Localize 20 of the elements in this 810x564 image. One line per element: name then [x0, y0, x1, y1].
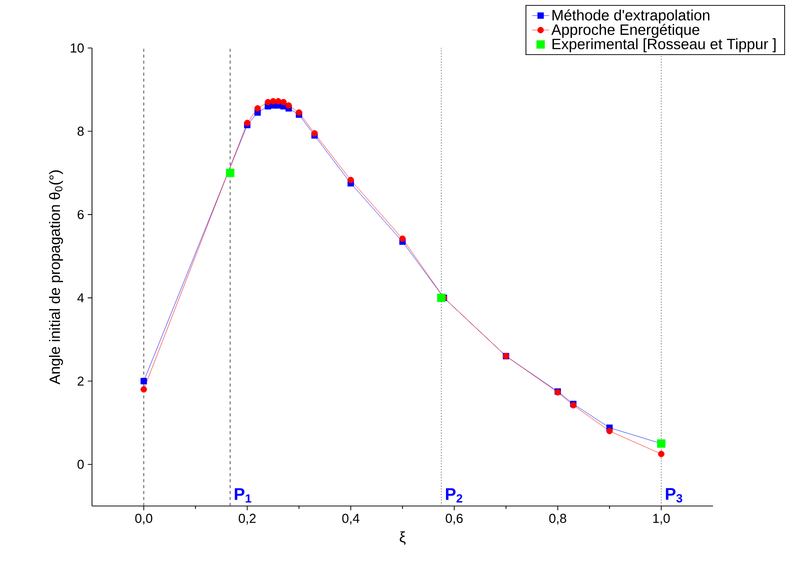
y-tick-label: 0 [78, 460, 84, 469]
legend-label: Approche Energétique [551, 24, 700, 38]
x-axis-title: ξ [400, 531, 406, 545]
x-tick-label: 0,2 [238, 514, 256, 524]
y-tick-label: 2 [78, 376, 84, 386]
legend-label: Experimental [Rosseau et Tippur ] [552, 38, 776, 52]
y-tick-label: 6 [78, 210, 84, 220]
y-tick-label: 4 [77, 293, 84, 302]
x-tick-label: 0,6 [446, 514, 463, 524]
ref-line-label: P$_{2}$ [446, 488, 462, 502]
ref-line-label: P$_{1}$ [234, 488, 252, 502]
y-tick-label: 8 [78, 126, 84, 136]
x-tick-label: 0,8 [549, 514, 566, 524]
y-axis-title: Angle initial de propagation θ$_{0}$(°) [49, 170, 63, 384]
x-tick-label: 0,0 [135, 514, 152, 524]
legend-label: Méthode d'extrapolation [552, 9, 710, 24]
y-tick-label: 10 [70, 43, 84, 53]
ref-line-label: P$_{3}$ [666, 488, 682, 502]
x-tick-label: 1,0 [653, 514, 670, 524]
x-tick-label: 0,4 [342, 514, 360, 524]
